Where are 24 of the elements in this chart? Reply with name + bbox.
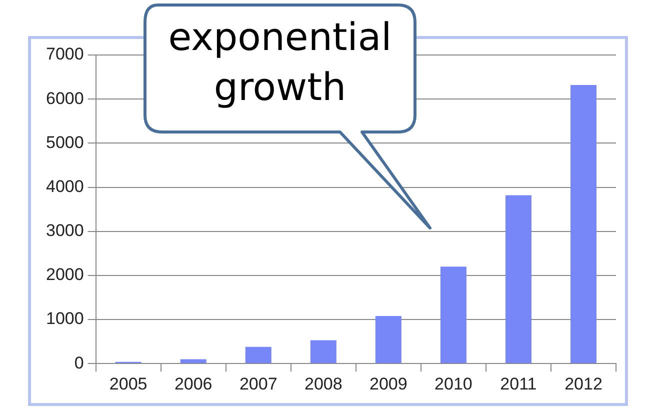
x-tick-label: 2009 bbox=[370, 374, 408, 394]
y-tick-label: 2000 bbox=[46, 265, 84, 284]
y-tick-label: 1000 bbox=[46, 309, 84, 328]
bar bbox=[440, 266, 466, 364]
bar bbox=[375, 316, 402, 364]
bar bbox=[310, 340, 336, 364]
y-tick-label: 5000 bbox=[46, 132, 84, 152]
y-tick-label: 4000 bbox=[46, 176, 84, 196]
bar bbox=[180, 359, 206, 364]
x-tick-label: 2012 bbox=[564, 374, 602, 394]
bar bbox=[505, 195, 532, 364]
x-tick-label: 2006 bbox=[174, 374, 212, 394]
y-tick-label: 3000 bbox=[46, 221, 84, 240]
bar bbox=[245, 346, 272, 364]
y-tick-label: 6000 bbox=[46, 88, 84, 108]
x-tick-label: 2010 bbox=[434, 374, 472, 394]
x-tick-label: 2007 bbox=[239, 374, 278, 394]
y-tick-label: 0 bbox=[74, 353, 84, 372]
y-tick-label: 7000 bbox=[46, 44, 84, 64]
bar bbox=[570, 84, 596, 364]
x-tick-label: 2005 bbox=[109, 374, 148, 394]
x-tick-label: 2011 bbox=[500, 374, 537, 394]
annotation: exponential growth bbox=[167, 14, 393, 111]
x-tick-label: 2008 bbox=[304, 374, 342, 394]
